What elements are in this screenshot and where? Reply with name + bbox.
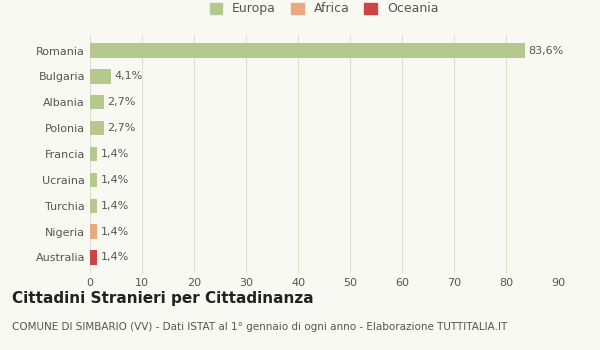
Text: 1,4%: 1,4% xyxy=(100,252,128,262)
Text: 1,4%: 1,4% xyxy=(100,175,128,185)
Text: 4,1%: 4,1% xyxy=(115,71,143,82)
Bar xyxy=(90,250,97,265)
Bar xyxy=(90,121,104,135)
Text: 1,4%: 1,4% xyxy=(100,226,128,237)
Text: 83,6%: 83,6% xyxy=(528,46,563,56)
Bar xyxy=(90,95,104,109)
Text: 1,4%: 1,4% xyxy=(100,149,128,159)
Legend: Europa, Africa, Oceania: Europa, Africa, Oceania xyxy=(206,0,442,19)
Bar xyxy=(90,198,97,213)
Bar xyxy=(90,69,112,84)
Text: 2,7%: 2,7% xyxy=(107,97,136,107)
Bar xyxy=(90,43,525,58)
Bar xyxy=(90,173,97,187)
Text: COMUNE DI SIMBARIO (VV) - Dati ISTAT al 1° gennaio di ogni anno - Elaborazione T: COMUNE DI SIMBARIO (VV) - Dati ISTAT al … xyxy=(12,322,507,332)
Text: 2,7%: 2,7% xyxy=(107,123,136,133)
Text: Cittadini Stranieri per Cittadinanza: Cittadini Stranieri per Cittadinanza xyxy=(12,290,314,306)
Bar xyxy=(90,147,97,161)
Bar xyxy=(90,224,97,239)
Text: 1,4%: 1,4% xyxy=(100,201,128,211)
